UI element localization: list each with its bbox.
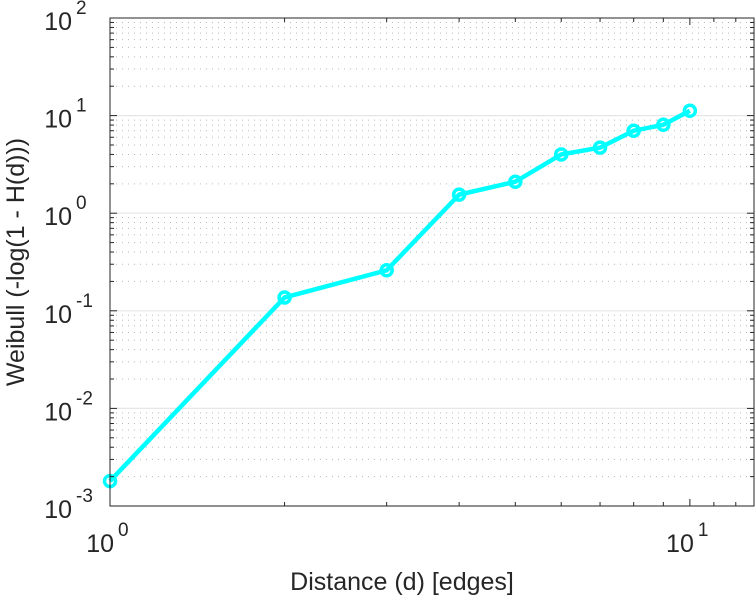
y-tick-label-base: 10 <box>44 106 72 134</box>
y-tick-label-base: 10 <box>44 203 72 231</box>
ticks: 10 -310 -210 -110 010 110 210 0 10 1 <box>44 0 754 558</box>
y-tick-label-exponent: 0 <box>76 193 87 214</box>
x-tick-label-base: 10 <box>666 530 694 558</box>
data-point <box>592 140 608 155</box>
y-tick-label-base: 10 <box>44 301 72 329</box>
y-tick-label-exponent: 1 <box>76 96 87 117</box>
x-tick-label-base: 10 <box>86 530 114 558</box>
data-point <box>626 123 641 138</box>
series-line <box>108 108 691 483</box>
y-tick-label-exponent: 2 <box>76 0 87 19</box>
data-point <box>553 147 569 162</box>
x-tick-label-exponent: 0 <box>118 520 129 541</box>
series <box>102 103 698 489</box>
data-point <box>508 174 523 190</box>
y-tick-label-base: 10 <box>44 496 72 524</box>
data-point <box>451 187 467 202</box>
data-point <box>682 103 698 119</box>
y-tick-label-exponent: -1 <box>76 291 93 312</box>
x-tick-label-exponent: 1 <box>698 520 709 541</box>
axes-box <box>109 17 755 507</box>
data-point <box>379 263 394 278</box>
grid <box>110 21 754 507</box>
y-tick-label-base: 10 <box>44 398 72 426</box>
data-point <box>277 290 292 305</box>
x-axis-label: Distance (d) [edges] <box>290 568 514 596</box>
y-tick-label-exponent: -2 <box>76 388 93 409</box>
y-axis-label: Weibull (-log(1 - H(d))) <box>2 138 30 386</box>
data-point <box>656 117 671 133</box>
y-tick-label-exponent: -3 <box>76 486 93 507</box>
y-tick-label-base: 10 <box>44 8 72 36</box>
